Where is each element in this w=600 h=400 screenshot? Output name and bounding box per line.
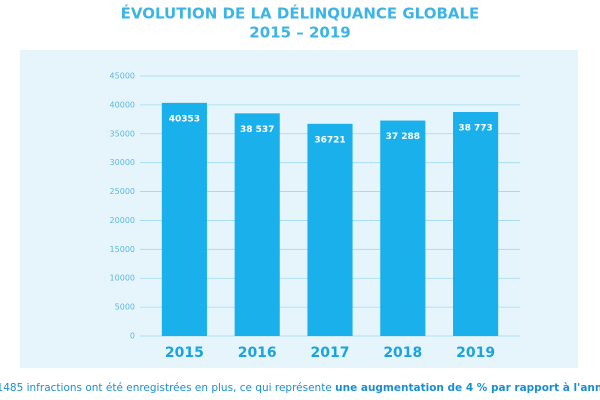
value-label: 38 537 — [240, 125, 274, 135]
y-tick-label: 15000 — [110, 245, 135, 254]
value-label: 38 773 — [458, 123, 492, 133]
bar — [234, 113, 280, 337]
x-tick-label: 2019 — [456, 345, 495, 361]
value-label: 40353 — [169, 114, 200, 124]
footnote-emphasis: une augmentation de 4 % par rapport à l'… — [335, 382, 600, 394]
value-label: 37 288 — [386, 132, 420, 142]
y-tick-label: 10000 — [110, 274, 135, 283]
y-tick-label: 45000 — [110, 72, 135, 81]
bar — [380, 120, 426, 336]
x-tick-label: 2018 — [383, 345, 422, 361]
y-tick-label: 5000 — [115, 303, 135, 312]
page-title: ÉVOLUTION DE LA DÉLINQUANCE GLOBALE — [121, 4, 480, 23]
x-tick-label: 2015 — [165, 345, 204, 361]
y-tick-label: 20000 — [110, 216, 135, 225]
bar — [453, 111, 499, 336]
chart-title: 2015 – 2019 — [249, 24, 350, 42]
y-tick-label: 35000 — [110, 129, 135, 138]
bar — [161, 102, 207, 336]
x-tick-label: 2016 — [238, 345, 277, 361]
value-label: 36721 — [314, 135, 345, 145]
y-tick-label: 25000 — [110, 187, 135, 196]
y-tick-label: 30000 — [110, 158, 135, 167]
bar — [307, 123, 353, 336]
footnote: En 2019, 1485 infractions ont été enregi… — [0, 382, 600, 394]
footnote-text: En 2019, 1485 infractions ont été enregi… — [0, 382, 335, 394]
y-tick-label: 0 — [130, 332, 135, 341]
x-tick-label: 2017 — [311, 345, 350, 361]
y-tick-label: 40000 — [110, 100, 135, 109]
